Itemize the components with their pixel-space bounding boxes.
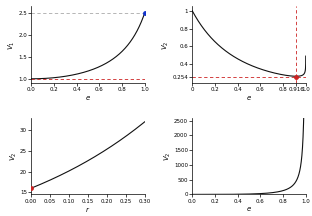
- X-axis label: $e$: $e$: [85, 94, 91, 102]
- X-axis label: $e$: $e$: [246, 205, 252, 213]
- X-axis label: $e$: $e$: [246, 94, 252, 102]
- Y-axis label: $V_2$: $V_2$: [161, 40, 171, 49]
- X-axis label: $r$: $r$: [85, 205, 90, 214]
- Y-axis label: $V_1$: $V_1$: [7, 40, 17, 49]
- Y-axis label: $V_2$: $V_2$: [163, 151, 173, 161]
- Y-axis label: $V_2$: $V_2$: [8, 151, 19, 161]
